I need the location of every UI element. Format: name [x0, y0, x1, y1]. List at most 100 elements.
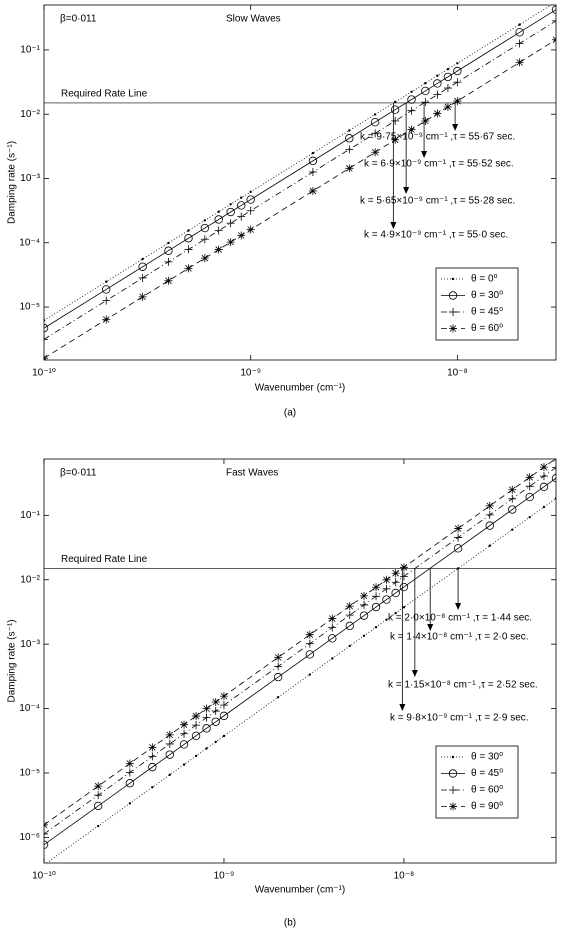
marker — [308, 186, 317, 195]
marker — [305, 639, 314, 648]
marker — [407, 106, 416, 115]
marker — [488, 544, 491, 547]
marker — [165, 730, 174, 739]
marker — [328, 614, 337, 623]
marker — [453, 97, 462, 106]
marker — [446, 67, 450, 71]
marker — [44, 829, 48, 838]
marker — [359, 591, 368, 600]
x-tick-label: 10⁻⁹ — [240, 368, 261, 379]
marker — [246, 206, 255, 215]
marker — [219, 701, 228, 710]
marker — [237, 212, 246, 221]
marker — [94, 782, 103, 791]
marker — [180, 729, 189, 738]
marker — [125, 779, 135, 788]
annotation: k = 2·0×10⁻⁸ cm⁻¹ ,τ = 1·44 sec. — [388, 613, 532, 624]
marker — [382, 575, 391, 584]
marker — [511, 528, 514, 531]
marker — [192, 712, 201, 721]
marker — [399, 563, 408, 572]
marker — [508, 505, 517, 514]
marker — [359, 600, 368, 609]
marker — [391, 578, 400, 587]
marker — [382, 584, 391, 593]
plot-area — [43, 459, 556, 866]
y-tick-label: 10⁻¹ — [20, 45, 40, 56]
y-tick-label: 10⁻⁴ — [19, 703, 40, 714]
chart-title: Slow Waves — [226, 14, 281, 25]
marker — [525, 482, 534, 491]
marker — [328, 634, 337, 643]
x-tick-label: 10⁻⁹ — [214, 871, 235, 882]
marker — [44, 319, 46, 322]
marker — [237, 231, 246, 240]
marker — [44, 840, 49, 849]
marker — [410, 90, 413, 93]
x-tick-label: 10⁻⁸ — [447, 368, 468, 379]
marker — [96, 824, 100, 828]
marker — [551, 474, 556, 483]
marker — [141, 257, 144, 261]
marker — [542, 505, 546, 509]
legend-marker — [449, 308, 457, 316]
x-axis-label: Wavenumber (cm⁻¹) — [255, 383, 345, 394]
marker — [374, 625, 378, 629]
marker — [421, 86, 430, 96]
marker — [138, 273, 147, 282]
marker — [102, 296, 111, 305]
legend-label: θ = 90⁰ — [471, 801, 503, 812]
marker — [211, 717, 220, 726]
marker — [391, 116, 400, 125]
marker — [421, 117, 430, 125]
marker — [102, 285, 111, 294]
marker — [184, 245, 193, 254]
marker — [485, 510, 494, 519]
marker — [433, 109, 442, 118]
marker — [226, 207, 235, 217]
marker — [229, 203, 232, 206]
marker — [214, 740, 217, 744]
marker — [391, 135, 400, 144]
marker — [125, 768, 134, 777]
marker — [345, 611, 354, 620]
marker — [246, 195, 255, 204]
marker — [246, 225, 255, 234]
annotation: k = 1·15×10⁻⁸ cm⁻¹ ,τ = 2·52 sec. — [388, 680, 538, 691]
x-axis-label: Wavenumber (cm⁻¹) — [255, 885, 345, 896]
marker — [192, 721, 201, 730]
marker — [165, 750, 174, 759]
marker — [226, 238, 235, 247]
marker — [362, 634, 366, 637]
marker — [182, 763, 186, 766]
marker — [94, 791, 103, 800]
marker — [202, 704, 211, 713]
legend-marker — [449, 786, 457, 794]
marker — [515, 58, 524, 67]
marker — [184, 264, 193, 273]
marker — [508, 485, 517, 494]
legend-label: θ = 30⁰ — [471, 752, 503, 763]
marker — [551, 5, 556, 14]
marker — [391, 569, 400, 578]
marker — [407, 125, 416, 134]
caption: (b) — [284, 918, 296, 929]
marker — [552, 35, 556, 44]
marker — [539, 472, 548, 481]
marker — [168, 773, 171, 776]
marker — [200, 223, 210, 233]
marker — [164, 246, 173, 255]
marker — [211, 707, 220, 716]
legend-box — [435, 267, 519, 341]
marker — [44, 323, 49, 333]
marker — [138, 262, 147, 271]
marker — [345, 602, 354, 611]
legend-label: θ = 60⁰ — [471, 323, 503, 334]
marker — [219, 711, 229, 721]
marker — [43, 864, 45, 866]
marker — [105, 280, 108, 283]
marker — [237, 201, 246, 210]
marker — [525, 492, 534, 502]
series-line — [44, 477, 556, 846]
